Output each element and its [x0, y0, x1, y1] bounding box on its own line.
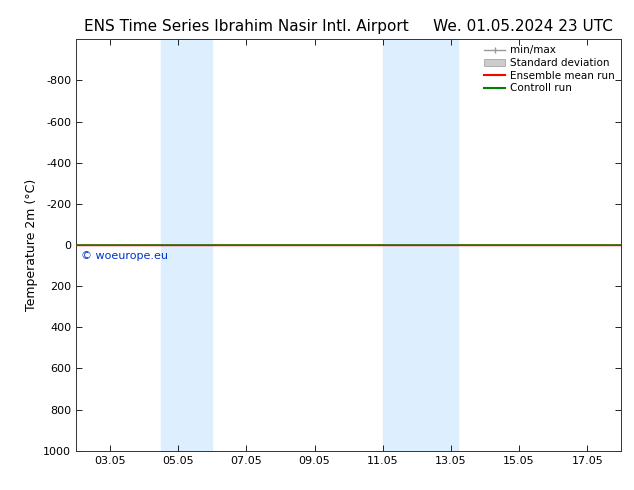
Bar	[383, 39, 458, 451]
Legend: min/max, Standard deviation, Ensemble mean run, Controll run: min/max, Standard deviation, Ensemble me…	[480, 41, 619, 98]
Text: © woeurope.eu: © woeurope.eu	[81, 251, 168, 261]
Y-axis label: Temperature 2m (°C): Temperature 2m (°C)	[25, 179, 37, 311]
Bar	[161, 39, 212, 451]
Title: ENS Time Series Ibrahim Nasir Intl. Airport     We. 01.05.2024 23 UTC: ENS Time Series Ibrahim Nasir Intl. Airp…	[84, 19, 613, 34]
